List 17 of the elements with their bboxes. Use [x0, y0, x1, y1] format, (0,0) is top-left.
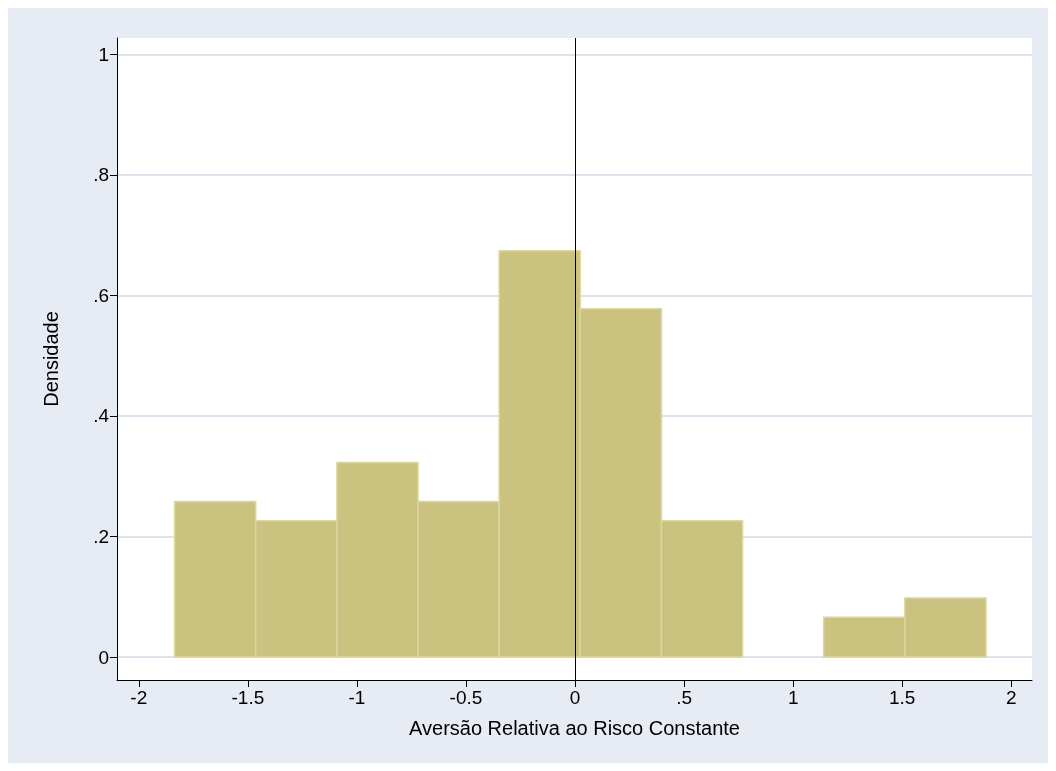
y-tick-label: .4	[93, 405, 110, 427]
x-axis-title: Aversão Relativa ao Risco Constante	[409, 717, 740, 739]
y-tick-label: .8	[93, 164, 109, 186]
y-tick-label: 0	[98, 646, 109, 668]
x-tick-label: 1.5	[889, 687, 916, 708]
x-tick-label: -1.5	[231, 687, 265, 708]
y-tick-label: .2	[93, 526, 109, 548]
x-tick-label: .5	[676, 687, 693, 708]
x-tick-label: 2	[1005, 687, 1017, 708]
y-axis-title: Densidade	[40, 311, 62, 407]
y-tick-label: .6	[93, 284, 109, 306]
x-tick-label: -0.5	[449, 687, 483, 708]
x-tick-label: 1	[787, 687, 799, 708]
x-tick-label: 0	[569, 687, 581, 708]
x-tick-label: -2	[130, 687, 148, 708]
x-tick-label: -1	[348, 687, 366, 708]
y-tick-label: 1	[98, 43, 109, 65]
